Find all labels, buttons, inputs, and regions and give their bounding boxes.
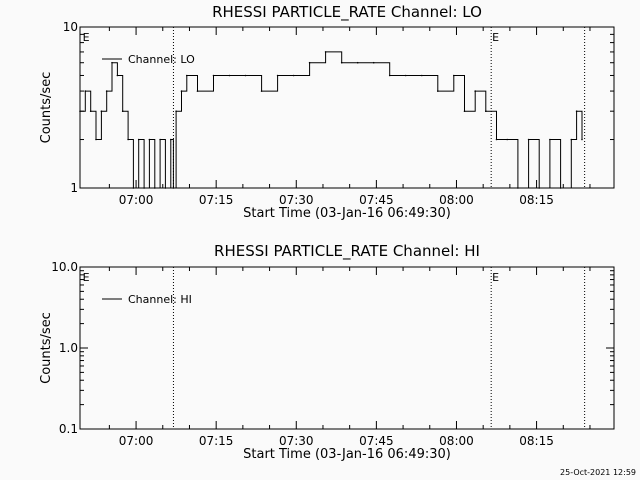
data-point — [340, 61, 343, 64]
data-point — [95, 138, 97, 141]
data-point — [180, 90, 183, 92]
legend-label: Channel: LO — [128, 53, 195, 66]
x-tick-label: 07:45 — [359, 193, 394, 207]
data-point — [164, 187, 167, 189]
x-tick-label: 07:15 — [199, 193, 234, 207]
data-point — [506, 138, 509, 141]
event-marker-label: E — [492, 271, 499, 284]
y-tick-label: 10 — [63, 20, 78, 34]
data-point — [159, 138, 161, 141]
data-point — [559, 187, 562, 189]
footer-timestamp: 25-Oct-2021 12:59 — [560, 468, 636, 477]
data-point — [148, 138, 151, 141]
y-tick-label: 1 — [70, 181, 78, 195]
data-point — [495, 138, 498, 141]
data-point — [79, 110, 81, 112]
hi-channel-panel: RHESSI PARTICLE_RATE Channel: HI 10.0 1.0 0… — [39, 242, 615, 462]
event-marker-label: E — [492, 31, 499, 44]
x-tick-label: 08:15 — [519, 434, 554, 448]
data-point — [372, 61, 375, 64]
chart-title: RHESSI PARTICLE_RATE Channel: LO — [212, 3, 482, 22]
x-tick-label: 07:00 — [119, 434, 154, 448]
data-point — [404, 74, 407, 77]
x-tick-label: 07:30 — [279, 434, 314, 448]
data-point — [172, 187, 175, 189]
series-line — [80, 51, 583, 189]
data-point — [292, 74, 295, 77]
y-tick-label: 10.0 — [51, 260, 78, 274]
data-point — [121, 110, 124, 112]
data-point — [132, 187, 135, 189]
chart-title: RHESSI PARTICLE_RATE Channel: HI — [214, 242, 480, 261]
data-point — [170, 138, 172, 141]
x-tick-label: 07:30 — [279, 193, 314, 207]
data-point — [538, 187, 540, 189]
data-point — [228, 74, 231, 77]
data-point — [212, 74, 215, 77]
y-tick-label: 1.0 — [59, 341, 78, 355]
data-point — [437, 90, 439, 92]
data-point — [186, 74, 188, 77]
plot-frame — [79, 26, 615, 189]
data-point — [276, 74, 279, 77]
data-point — [105, 90, 108, 92]
data-point — [100, 110, 103, 112]
data-point — [474, 90, 477, 92]
x-tick-label: 07:45 — [359, 434, 394, 448]
data-point — [324, 51, 327, 53]
legend-label: Channel: HI — [128, 293, 192, 306]
data-point — [154, 187, 156, 189]
data-point — [244, 74, 247, 77]
lo-channel-panel: RHESSI PARTICLE_RATE Channel: LO 10 1 07:00… — [39, 3, 615, 221]
data-point — [581, 138, 583, 141]
data-point — [356, 61, 359, 64]
x-tick-label: 08:15 — [519, 193, 554, 207]
x-tick-label: 07:15 — [199, 434, 234, 448]
data-point — [463, 110, 466, 112]
y-tick-label: 0.1 — [59, 422, 78, 436]
data-point — [485, 110, 487, 112]
event-marker-label: E — [83, 271, 90, 284]
data-point — [127, 138, 129, 141]
data-point — [517, 187, 519, 189]
y-axis-label: Counts/sec — [39, 72, 54, 144]
data-point — [84, 90, 87, 92]
plot-frame — [79, 266, 615, 430]
data-point — [111, 61, 113, 64]
data-point — [421, 74, 423, 77]
data-point — [143, 187, 145, 189]
data-point — [308, 61, 311, 64]
data-point — [137, 138, 140, 141]
data-point — [260, 90, 263, 92]
data-point — [175, 110, 177, 112]
x-tick-label: 08:00 — [439, 434, 474, 448]
data-point — [196, 90, 199, 92]
x-axis-label: Start Time (03-Jan-16 06:49:30) — [243, 206, 451, 221]
x-tick-label: 08:00 — [439, 193, 474, 207]
data-point — [527, 138, 530, 141]
data-point — [388, 74, 391, 77]
event-marker-label: E — [83, 31, 90, 44]
data-point — [453, 74, 455, 77]
y-axis-label: Counts/sec — [39, 312, 54, 384]
data-point — [575, 110, 578, 112]
x-tick-label: 07:00 — [119, 193, 154, 207]
x-axis-label: Start Time (03-Jan-16 06:49:30) — [243, 447, 451, 462]
data-point — [89, 110, 92, 112]
data-point — [549, 138, 551, 141]
data-point — [570, 138, 573, 141]
data-point — [116, 74, 119, 77]
